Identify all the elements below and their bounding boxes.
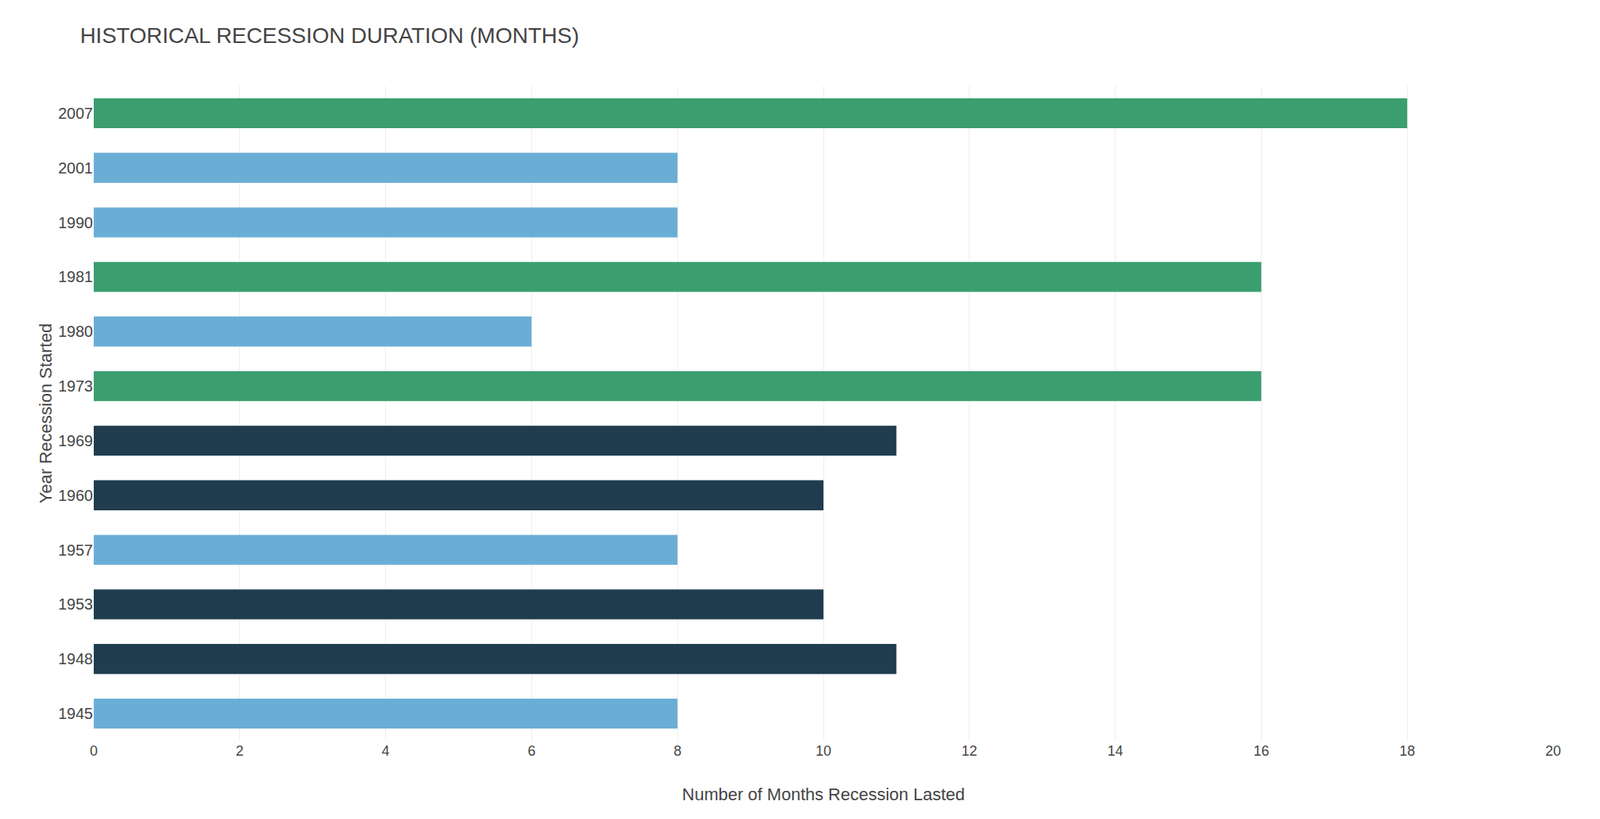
- svg-text:20: 20: [1545, 742, 1561, 759]
- svg-text:1969: 1969: [58, 432, 94, 450]
- svg-text:8: 8: [673, 742, 682, 759]
- svg-text:1960: 1960: [58, 486, 94, 504]
- svg-text:0: 0: [89, 742, 98, 759]
- svg-text:1945: 1945: [58, 704, 94, 722]
- svg-text:1981: 1981: [58, 267, 94, 286]
- svg-text:18: 18: [1399, 742, 1415, 759]
- svg-text:2: 2: [235, 742, 244, 759]
- svg-text:1980: 1980: [58, 322, 94, 340]
- svg-text:Year Recession Started: Year Recession Started: [35, 323, 56, 504]
- svg-text:2001: 2001: [58, 159, 94, 177]
- svg-text:1953: 1953: [58, 595, 94, 613]
- svg-text:6: 6: [527, 742, 536, 759]
- svg-text:10: 10: [815, 742, 832, 759]
- svg-text:2007: 2007: [58, 104, 94, 122]
- svg-text:16: 16: [1253, 742, 1269, 759]
- svg-text:14: 14: [1107, 742, 1124, 759]
- svg-text:HISTORICAL RECESSION DURATION: HISTORICAL RECESSION DURATION (MONTHS): [79, 23, 579, 48]
- svg-text:1973: 1973: [58, 377, 94, 395]
- svg-text:1957: 1957: [58, 541, 94, 559]
- svg-text:Number of Months Recession Las: Number of Months Recession Lasted: [682, 784, 965, 804]
- svg-text:1948: 1948: [58, 650, 94, 668]
- svg-text:4: 4: [382, 742, 390, 759]
- svg-text:1990: 1990: [58, 214, 94, 232]
- svg-text:12: 12: [961, 742, 978, 759]
